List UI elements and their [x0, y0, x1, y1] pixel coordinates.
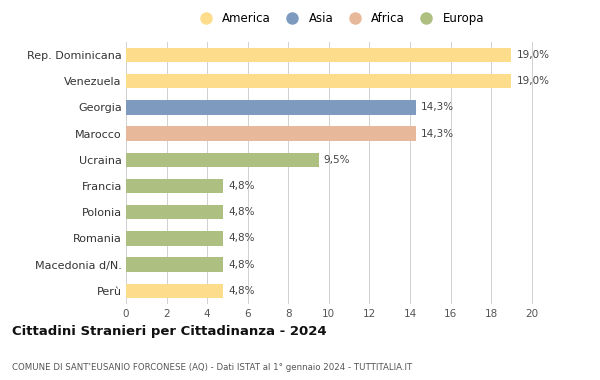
Text: 9,5%: 9,5% [324, 155, 350, 165]
Text: 19,0%: 19,0% [517, 50, 550, 60]
Bar [126, 127, 416, 141]
Text: 4,8%: 4,8% [229, 260, 255, 270]
Text: 4,8%: 4,8% [229, 207, 255, 217]
Legend: America, Asia, Africa, Europa: America, Asia, Africa, Europa [190, 8, 488, 28]
Text: 19,0%: 19,0% [517, 76, 550, 86]
Bar [126, 179, 223, 193]
Text: COMUNE DI SANT'EUSANIO FORCONESE (AQ) - Dati ISTAT al 1° gennaio 2024 - TUTTITAL: COMUNE DI SANT'EUSANIO FORCONESE (AQ) - … [12, 363, 412, 372]
Bar [126, 258, 223, 272]
Text: 4,8%: 4,8% [229, 286, 255, 296]
Bar [126, 231, 223, 245]
Text: Cittadini Stranieri per Cittadinanza - 2024: Cittadini Stranieri per Cittadinanza - 2… [12, 325, 326, 338]
Text: 4,8%: 4,8% [229, 181, 255, 191]
Text: 14,3%: 14,3% [421, 128, 454, 139]
Bar [126, 48, 511, 62]
Bar [126, 100, 416, 114]
Bar [126, 74, 511, 88]
Bar [126, 153, 319, 167]
Text: 4,8%: 4,8% [229, 233, 255, 244]
Text: 14,3%: 14,3% [421, 102, 454, 112]
Bar [126, 284, 223, 298]
Bar [126, 205, 223, 219]
